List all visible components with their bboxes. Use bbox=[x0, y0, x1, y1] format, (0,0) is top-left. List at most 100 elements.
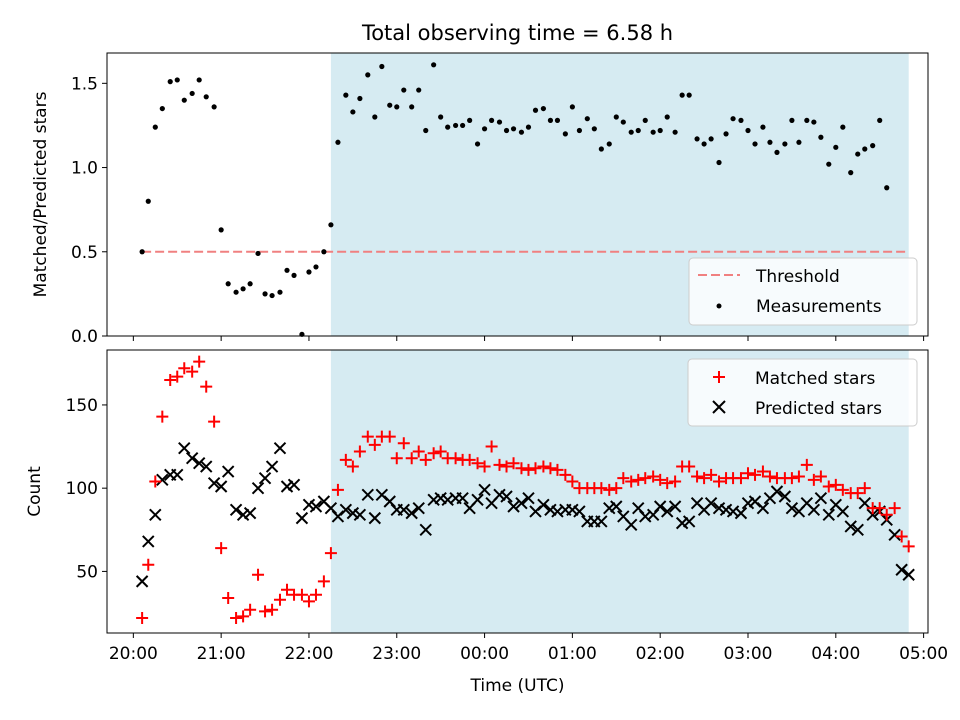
top-y-ticks: 0.0 0.5 1.0 1.5 bbox=[71, 74, 107, 347]
measurement-point bbox=[460, 122, 466, 129]
matched-stars-point bbox=[544, 462, 557, 475]
measurement-point bbox=[313, 264, 319, 270]
bottom-frame bbox=[106, 349, 929, 634]
measurement-point bbox=[752, 141, 758, 147]
matched-stars-point bbox=[902, 540, 915, 553]
matched-stars-point bbox=[639, 472, 652, 485]
matched-stars-point bbox=[405, 452, 418, 465]
matched-stars-point bbox=[485, 440, 498, 453]
measurement-point bbox=[445, 124, 451, 130]
predicted-stars-point bbox=[178, 442, 191, 455]
matched-stars-point bbox=[186, 365, 199, 378]
matched-stars-point bbox=[281, 583, 294, 596]
predicted-stars-point bbox=[339, 503, 353, 517]
measurement-point bbox=[628, 129, 634, 135]
measurement-point bbox=[576, 127, 583, 134]
predicted-stars-point bbox=[625, 518, 638, 532]
matched-stars-point bbox=[302, 595, 315, 608]
measurement-point bbox=[884, 185, 890, 191]
measurement-point bbox=[189, 90, 195, 97]
matched-stars-point bbox=[324, 547, 337, 560]
matched-stars-point bbox=[763, 470, 776, 483]
bottom-y-ticks: 50 100 150 bbox=[66, 396, 107, 582]
predicted-stars-point bbox=[653, 500, 667, 513]
matched-stars-point bbox=[317, 575, 330, 588]
measurement-point bbox=[409, 104, 415, 110]
threshold-legend-label: Threshold bbox=[755, 267, 840, 287]
matched-stars-point bbox=[222, 592, 235, 605]
bottom-legend: Matched stars Predicted stars bbox=[687, 358, 918, 427]
x-tick-label: 22:00 bbox=[284, 644, 333, 664]
measurement-point bbox=[811, 119, 817, 125]
measurement-point bbox=[635, 127, 641, 134]
matched-stars-point bbox=[156, 410, 169, 423]
matched-stars-point bbox=[515, 462, 528, 475]
matched-stars-point bbox=[200, 380, 213, 393]
predicted-stars-point bbox=[135, 575, 149, 588]
matched-stars-point bbox=[566, 475, 579, 488]
measurement-point bbox=[481, 126, 488, 132]
x-tick-label: 02:00 bbox=[636, 644, 685, 664]
measurement-point bbox=[767, 139, 773, 145]
matched-stars-point bbox=[625, 475, 638, 488]
y-tick-label: 100 bbox=[66, 479, 98, 499]
matched-stars-point bbox=[551, 463, 564, 476]
matched-stars-point bbox=[822, 480, 835, 493]
matched-stars-point bbox=[383, 430, 396, 443]
measurement-point bbox=[343, 92, 349, 98]
x-tick-label: 20:00 bbox=[109, 644, 158, 664]
matched-stars-point bbox=[419, 453, 432, 466]
predicted-stars-point bbox=[866, 508, 879, 522]
measurement-point bbox=[657, 127, 663, 134]
measurement-point bbox=[708, 136, 714, 142]
predicted-stars-point bbox=[192, 456, 206, 470]
measurement-point bbox=[782, 141, 788, 147]
matched-stars-point bbox=[500, 460, 513, 473]
measurement-point bbox=[730, 116, 736, 122]
matched-stars-point bbox=[331, 483, 344, 496]
bottom-points bbox=[135, 356, 915, 625]
predicted-stars-point bbox=[836, 505, 850, 518]
top-x-ticks bbox=[132, 336, 925, 341]
measurement-point bbox=[159, 105, 165, 112]
matched-stars-point bbox=[427, 447, 440, 460]
measurement-point bbox=[496, 119, 503, 125]
predicted-stars-point bbox=[265, 460, 279, 473]
matched-stars-point bbox=[858, 482, 871, 495]
predicted-stars-point bbox=[756, 501, 770, 515]
measurement-point bbox=[855, 151, 861, 157]
predicted-stars-point bbox=[185, 451, 199, 465]
measurement-point bbox=[679, 92, 685, 98]
predicted-stars-point bbox=[682, 515, 696, 528]
predicted-stars-point bbox=[668, 500, 682, 513]
predicted-stars-point bbox=[573, 505, 586, 518]
matched-stars-point bbox=[142, 558, 155, 571]
predicted-stars-point bbox=[478, 483, 491, 497]
predicted-stars-point bbox=[419, 523, 432, 536]
measurement-point bbox=[569, 104, 575, 110]
matched-stars-point bbox=[522, 463, 535, 476]
matched-stars-point bbox=[266, 603, 279, 616]
predicted-stars-point bbox=[258, 471, 272, 485]
predicted-stars-point bbox=[471, 493, 484, 507]
matched-stars-point bbox=[353, 445, 366, 458]
matched-stars-point bbox=[895, 530, 908, 543]
predicted-stars-point bbox=[888, 528, 901, 541]
measurement-point bbox=[262, 291, 268, 297]
y-tick-label: 150 bbox=[66, 396, 98, 416]
matched-stars-point bbox=[478, 460, 491, 473]
measurement-point bbox=[503, 127, 510, 134]
matched-legend-swatch bbox=[713, 371, 725, 383]
matched-stars-point bbox=[617, 472, 630, 485]
predicted-stars-point bbox=[412, 501, 425, 515]
matched-stars-point bbox=[493, 458, 506, 471]
predicted-stars-point bbox=[273, 442, 287, 455]
predicted-stars-point bbox=[822, 508, 835, 522]
predicted-stars-point bbox=[507, 500, 520, 513]
predicted-stars-point bbox=[895, 563, 908, 576]
measurement-point bbox=[840, 124, 846, 130]
matched-stars-point bbox=[252, 568, 265, 581]
measurement-point bbox=[218, 227, 224, 233]
measurement-point bbox=[620, 119, 626, 125]
